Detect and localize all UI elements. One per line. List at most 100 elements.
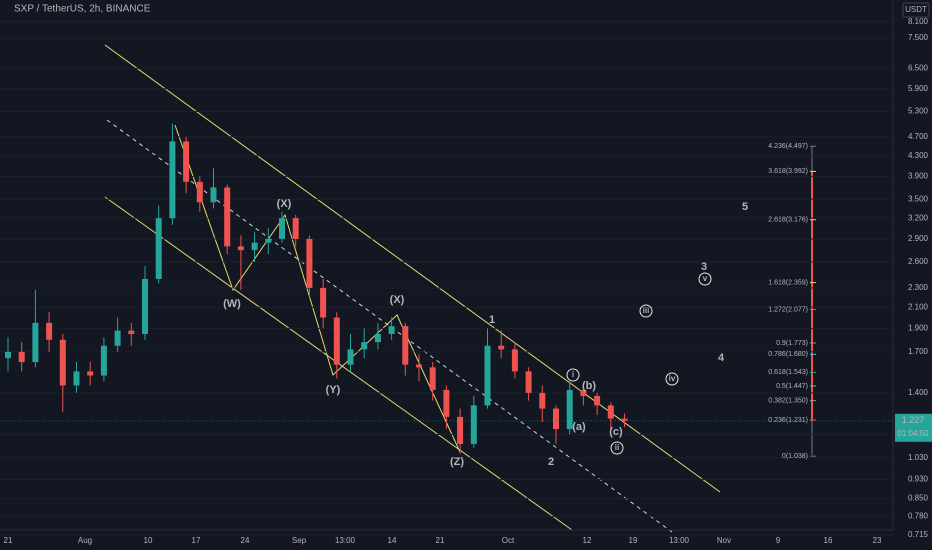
candle-body: [142, 278, 148, 334]
fib-label: 1.618(2.359): [768, 279, 808, 286]
fib-label: 0.5(1.447): [776, 383, 808, 390]
wave-label: iii: [643, 306, 650, 315]
candle-body: [196, 181, 203, 203]
x-tick-label: Sep: [292, 536, 307, 545]
candle-body: [237, 246, 244, 251]
wave-circle: [698, 272, 712, 286]
x-tick-label: Oct: [502, 536, 515, 545]
candle-body: [374, 333, 381, 343]
x-tick-label: 14: [388, 536, 397, 545]
candle-body: [594, 395, 601, 406]
y-tick-label: 3.200: [908, 213, 929, 222]
wave-label: 4: [718, 352, 725, 364]
y-tick-label: 2.600: [908, 257, 929, 266]
wave-label: (c): [609, 426, 623, 438]
fib-label: 4.236(4.497): [768, 143, 808, 150]
candle-body: [320, 287, 327, 318]
candle-body: [251, 242, 258, 251]
wave-label: 5: [742, 201, 748, 213]
candle-body: [306, 238, 313, 288]
wave-label: (X): [390, 294, 405, 306]
y-tick-label: 5.300: [908, 107, 929, 116]
candle-body: [210, 187, 217, 203]
candle-body: [484, 345, 491, 406]
fib-label: 1.272(2.077): [768, 306, 808, 313]
wave-label: i: [572, 370, 574, 379]
fib-label: 2.618(3.176): [768, 217, 808, 224]
y-tick-label: 0.780: [908, 512, 929, 521]
candle-body: [553, 408, 559, 430]
fib-label: 0.786(1.680): [768, 351, 808, 358]
candle-body: [498, 345, 505, 350]
candle-body: [46, 322, 53, 340]
wave-circle: [665, 372, 679, 386]
last-price: 1.227: [902, 415, 925, 425]
x-tick-label: 13:00: [335, 536, 356, 545]
candle-body: [59, 339, 66, 386]
candle-body: [416, 364, 422, 368]
y-tick-label: 0.715: [908, 530, 929, 539]
wave-label: 1: [489, 314, 495, 326]
candle-body: [388, 326, 395, 334]
x-tick-label: 23: [873, 536, 882, 545]
fib-label: 0.9(1.773): [776, 340, 808, 347]
candle-body: [32, 322, 39, 363]
y-tick-label: 4.300: [908, 151, 929, 160]
wave-label: (Z): [450, 456, 464, 468]
x-tick-label: Aug: [78, 536, 92, 545]
candle-body: [402, 326, 409, 365]
candle-body: [292, 218, 299, 239]
candle-body: [443, 389, 450, 417]
fib-label: 0(1.038): [782, 453, 808, 460]
y-tick-label: 5.900: [908, 84, 929, 93]
candle-body: [224, 187, 231, 247]
candle-body: [5, 351, 11, 359]
chart-title: SXP / TetherUS, 2h, BINANCE: [14, 4, 151, 15]
x-tick-label: 10: [144, 536, 153, 545]
last-price-box: [895, 413, 932, 442]
y-tick-label: 2.300: [908, 283, 929, 292]
candle-body: [361, 342, 368, 350]
candle-body: [566, 389, 573, 430]
y-tick-label: 3.900: [908, 171, 929, 180]
wave-label: (W): [223, 298, 241, 310]
channel-upper: [104, 44, 721, 493]
candle-body: [265, 238, 272, 243]
x-tick-label: 16: [824, 536, 833, 545]
wave-label: v: [703, 274, 708, 283]
y-tick-label: 1.400: [908, 388, 929, 397]
y-tick-label: 6.500: [908, 63, 929, 72]
y-tick-label: 1.900: [908, 323, 929, 332]
candle-body: [470, 405, 477, 444]
wave-label: (X): [277, 198, 292, 210]
candle-body: [347, 349, 354, 365]
x-tick-label: 13:00: [669, 536, 690, 545]
currency-box[interactable]: [902, 2, 930, 18]
fib-label: 3.618(3.992): [768, 168, 808, 175]
wave-label: (b): [582, 380, 596, 392]
currency[interactable]: USDT: [905, 5, 927, 14]
candle-body: [114, 330, 121, 346]
x-tick-label: 9: [776, 536, 781, 545]
y-tick-label: 4.700: [908, 132, 929, 141]
wave-circle: [566, 368, 580, 382]
candle-body: [333, 317, 340, 365]
y-tick-label: 3.500: [908, 194, 929, 203]
wave-label: 2: [548, 456, 554, 468]
wave-label: (Y): [326, 384, 341, 396]
x-tick-label: Nov: [717, 536, 731, 545]
y-tick-label: 1.700: [908, 347, 929, 356]
y-tick-label: 0.850: [908, 494, 929, 503]
wave-circle: [639, 304, 653, 318]
candle-body: [525, 371, 532, 393]
candle-body: [169, 141, 176, 219]
y-tick-label: 7.500: [908, 33, 929, 42]
candle-body: [279, 218, 285, 239]
x-tick-label: 17: [192, 536, 201, 545]
x-tick-label: 21: [4, 536, 13, 545]
candle-body: [73, 371, 80, 386]
candle-body: [511, 349, 518, 372]
candle-body: [429, 367, 436, 390]
candle-body: [128, 330, 135, 334]
